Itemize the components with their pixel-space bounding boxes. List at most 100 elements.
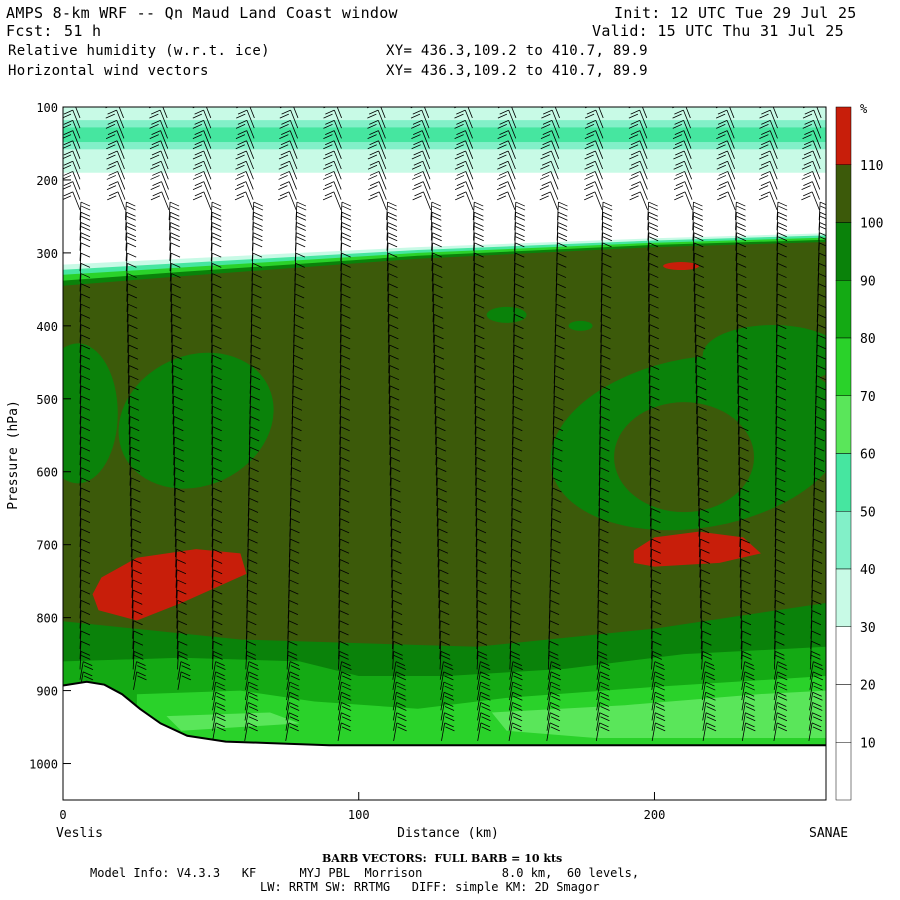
colorbar-swatch (835, 453, 852, 512)
wind-barb (174, 518, 186, 537)
wind-barb (278, 181, 297, 200)
wind-barb (650, 579, 662, 598)
wind-barb (700, 610, 711, 629)
wind-barb (774, 548, 786, 568)
wind-barb (79, 334, 91, 353)
wind-barb (79, 222, 91, 241)
y-tick-label: 200 (36, 174, 58, 188)
wind-barb (170, 293, 181, 313)
wind-barb (386, 211, 398, 231)
wind-barb (773, 722, 788, 741)
wind-barb (388, 375, 400, 394)
wind-barb (696, 426, 708, 445)
model-info-line-2: LW: RRTM SW: RRTMG DIFF: simple KM: 2D S… (260, 880, 600, 894)
wind-barb (773, 651, 785, 670)
wind-barb (79, 211, 91, 231)
wind-barb (775, 446, 786, 466)
wind-barb (436, 518, 448, 537)
wind-barb (860, 427, 870, 445)
wind-barb (649, 487, 661, 507)
wind-barb (390, 508, 401, 527)
wind-barb (79, 324, 91, 343)
wind-barb (510, 538, 522, 558)
wind-barb (127, 334, 138, 353)
wind-barb (339, 334, 351, 353)
wind-barb (340, 293, 351, 313)
wind-barb (735, 222, 747, 241)
wind-barb (124, 201, 136, 221)
wind-barb (234, 191, 254, 211)
wind-barb (390, 497, 401, 517)
wind-barb (368, 181, 387, 200)
wind-barb (211, 518, 223, 537)
wind-barb (476, 640, 488, 660)
wind-barb (391, 589, 402, 609)
wind-barb (695, 375, 707, 394)
wind-barb (716, 171, 736, 190)
colorbar-tick-label: 20 (860, 679, 876, 694)
wind-barb (149, 130, 169, 149)
wind-barb (323, 160, 342, 180)
wind-barb (698, 538, 710, 558)
wind-barb (286, 651, 298, 670)
wind-barb (539, 171, 559, 190)
wind-barb (130, 528, 142, 547)
wind-barb (600, 344, 611, 364)
wind-barb (856, 651, 866, 669)
wind-barb (211, 477, 223, 496)
wind-barb (79, 293, 91, 313)
wind-barb (454, 150, 474, 170)
wind-barb (323, 150, 342, 170)
wind-barb (128, 426, 140, 445)
wind-barb (150, 181, 170, 200)
wind-barb (79, 375, 91, 394)
wind-barb (245, 651, 257, 670)
wind-barb (716, 160, 736, 180)
colorbar-swatch (835, 742, 852, 801)
wind-barb (210, 232, 222, 251)
wind-barb (387, 314, 399, 333)
wind-barb (651, 640, 662, 660)
wind-barb (337, 722, 352, 741)
wind-barb (776, 283, 787, 302)
wind-barb (692, 232, 704, 251)
wind-barb (392, 651, 404, 670)
wind-barb (434, 395, 445, 415)
wind-barb (79, 651, 91, 670)
wind-barb (862, 304, 872, 322)
wind-barb (390, 487, 401, 507)
wind-barb (650, 610, 662, 629)
wind-barb (436, 508, 448, 527)
wind-barb (597, 610, 608, 629)
wind-barb (774, 487, 786, 507)
wind-barb (628, 120, 648, 139)
wind-barb (126, 283, 137, 302)
wind-barb (584, 120, 604, 139)
wind-barb (338, 487, 350, 507)
wind-barb (700, 599, 711, 619)
wind-barb (172, 405, 184, 425)
wind-barb (512, 334, 524, 353)
wind-barb (473, 303, 485, 323)
wind-barb (439, 651, 451, 670)
wind-barb (648, 303, 659, 323)
wind-barb (775, 365, 787, 384)
wind-barb (285, 712, 300, 731)
wind-barb (739, 528, 750, 547)
wind-barb (211, 579, 223, 598)
wind-barb (649, 457, 661, 476)
wind-barb (211, 457, 222, 476)
wind-barb (737, 365, 748, 384)
wind-barb (388, 365, 399, 384)
wind-barb (776, 262, 787, 282)
wind-barb (339, 477, 350, 496)
wind-barb (454, 171, 474, 190)
terrain (62, 680, 826, 800)
wind-barb (584, 171, 603, 190)
wind-barb (393, 712, 407, 731)
wind-barb (338, 579, 349, 598)
wind-barb (105, 120, 125, 139)
wind-barb (475, 559, 487, 578)
wind-barb (628, 140, 648, 159)
wind-barb (735, 273, 747, 292)
